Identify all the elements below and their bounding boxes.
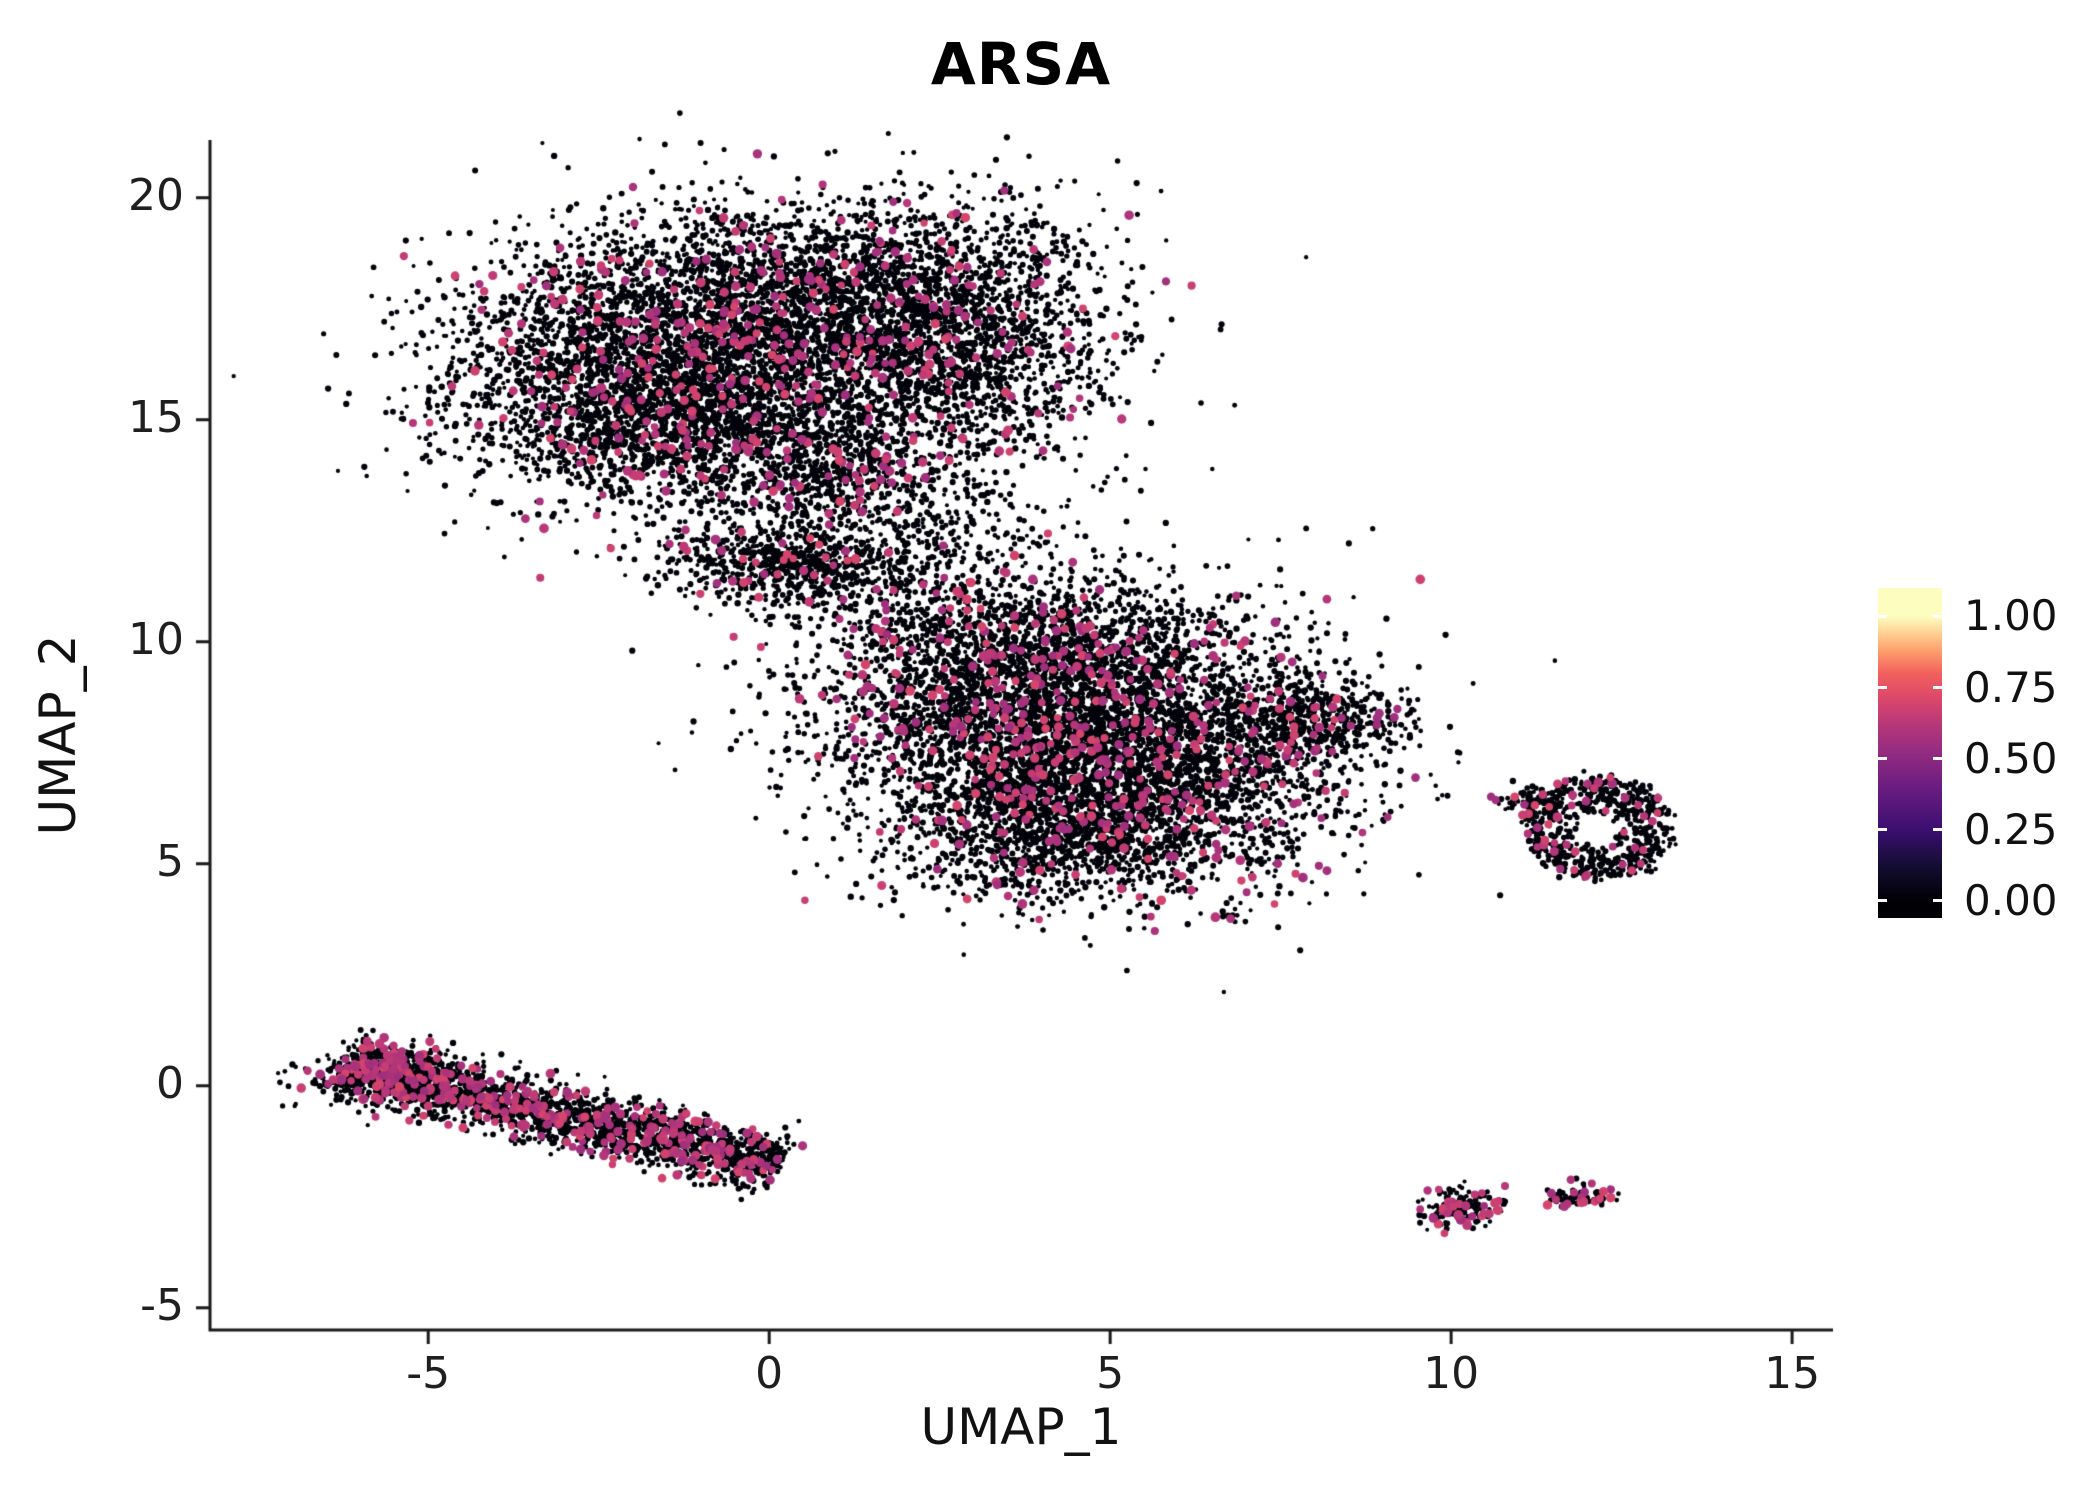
y-tick-label: 20 [128, 169, 184, 221]
colorbar-tick [1878, 828, 1887, 832]
colorbar-tick [1878, 899, 1887, 903]
colorbar-tick [1933, 828, 1942, 832]
colorbar-label: 0.75 [1964, 662, 2058, 712]
colorbar-tick [1933, 899, 1942, 903]
colorbar-label: 0.00 [1964, 875, 2058, 925]
y-tick-label: 5 [156, 835, 184, 887]
colorbar [1878, 588, 1942, 918]
y-tick-label: 10 [128, 613, 184, 665]
colorbar-tick [1933, 614, 1942, 618]
y-tick-label: 15 [128, 391, 184, 443]
colorbar-tick [1878, 614, 1887, 618]
x-tick-label: 0 [755, 1348, 784, 1399]
x-tick-label: 5 [1096, 1348, 1125, 1399]
colorbar-tick [1878, 757, 1887, 761]
colorbar-tick [1933, 757, 1942, 761]
colorbar-label: 0.25 [1964, 804, 2058, 854]
colorbar-tick [1878, 686, 1887, 690]
y-tick-label: 0 [156, 1057, 184, 1109]
colorbar-tick [1933, 686, 1942, 690]
x-tick-label: 10 [1423, 1348, 1480, 1399]
x-tick-label: 15 [1764, 1348, 1821, 1399]
x-axis-label: UMAP_1 [920, 1398, 1122, 1456]
x-tick-label: -5 [406, 1348, 451, 1399]
colorbar-label: 0.50 [1964, 733, 2058, 783]
chart-title: ARSA [930, 30, 1112, 98]
colorbar-label: 1.00 [1964, 591, 2058, 641]
y-tick-label: -5 [140, 1279, 184, 1331]
